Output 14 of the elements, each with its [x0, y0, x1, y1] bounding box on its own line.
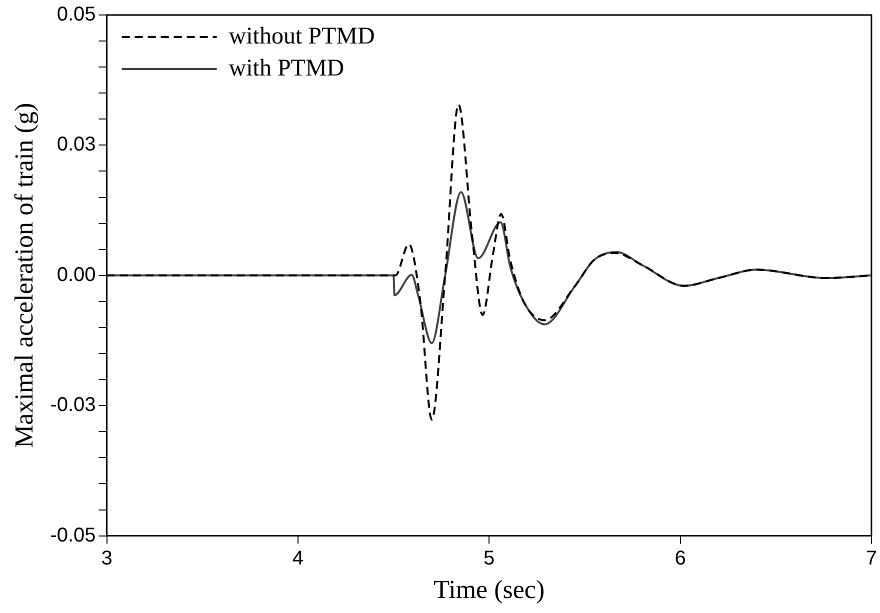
- y-tick-label: 0.00: [56, 264, 96, 286]
- x-tick-label: 5: [484, 547, 495, 570]
- y-tick-label: 0.03: [56, 134, 96, 156]
- legend-label: without PTMD: [228, 23, 375, 50]
- x-tick-label: 4: [292, 547, 304, 570]
- y-tick-label: 0.05: [56, 4, 96, 26]
- y-axis-title: Maximal acceleration of train (g): [9, 102, 38, 448]
- x-tick-label: 6: [674, 547, 686, 570]
- legend-label: with PTMD: [228, 55, 344, 82]
- x-axis-title: Time (sec): [434, 575, 545, 604]
- y-tick-label: -0.05: [50, 524, 96, 546]
- y-tick-label: -0.03: [50, 394, 96, 416]
- x-tick-label: 7: [866, 547, 877, 570]
- x-tick-label: 3: [101, 547, 112, 570]
